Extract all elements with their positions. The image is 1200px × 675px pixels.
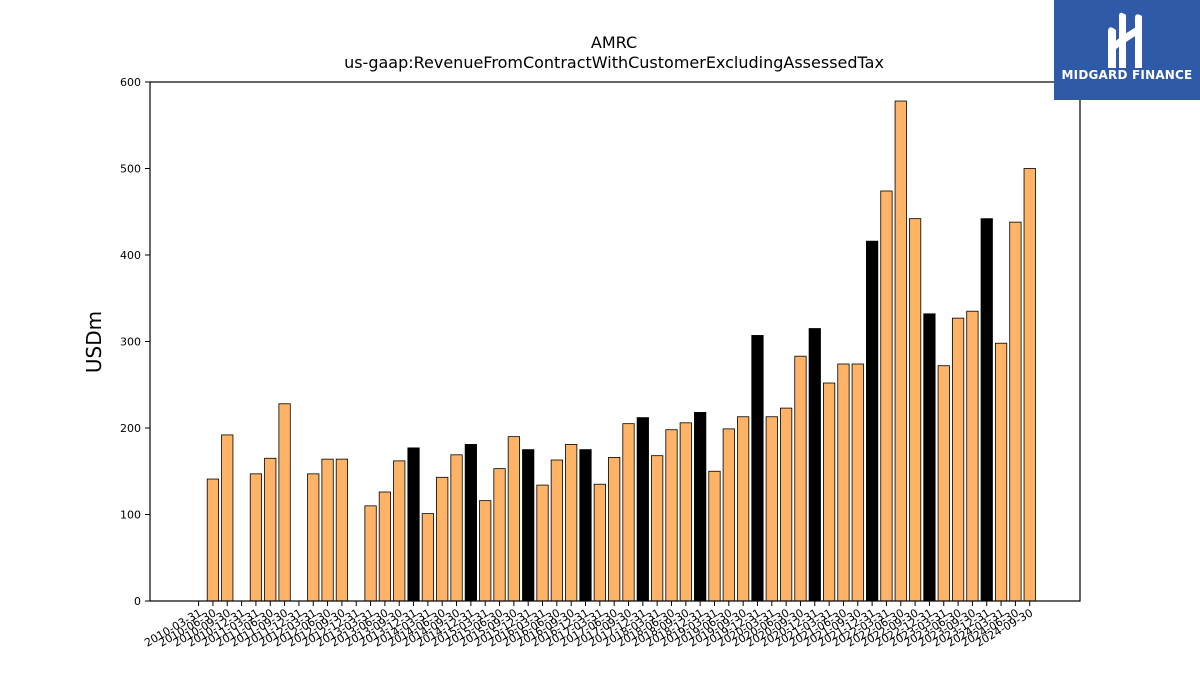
bar-2020-06-30 xyxy=(780,407,793,602)
bar-2013-03-31 xyxy=(364,505,377,602)
bar-2024-09-30 xyxy=(1023,168,1036,602)
midgard-finance-logo: MIDGARD FINANCE xyxy=(1054,0,1200,100)
bar-2020-09-30 xyxy=(794,355,807,602)
bar-2021-06-30 xyxy=(837,363,850,602)
y-axis-ticks: 0 100 200 300 400 500 600 xyxy=(120,76,150,608)
y-tick-label: 0 xyxy=(134,595,141,608)
bar-2010-09-30 xyxy=(221,434,234,602)
bar-2012-03-31 xyxy=(307,473,320,602)
bar-2017-09-30 xyxy=(622,423,635,602)
bar-2023-09-30 xyxy=(966,310,979,602)
y-tick-label: 100 xyxy=(120,509,141,522)
bar-2011-09-30 xyxy=(278,403,291,602)
bar-2023-03-31 xyxy=(937,365,950,602)
bar-2016-03-31 xyxy=(536,484,549,602)
bar-2016-09-30 xyxy=(565,444,578,602)
x-axis-ticks: 2010-03-312010-06-302010-09-302010-12-31… xyxy=(142,601,1035,650)
bar-2022-03-31 xyxy=(880,190,893,602)
bar-2019-06-30 xyxy=(722,428,735,602)
bar-2014-06-30 xyxy=(436,476,449,602)
bar-2020-03-31 xyxy=(765,416,778,602)
bar-2023-12-31 xyxy=(980,218,993,602)
bar-2013-12-31 xyxy=(407,447,420,602)
bar-2014-12-31 xyxy=(464,444,477,602)
bar-2017-03-31 xyxy=(593,483,606,602)
bar-2021-03-31 xyxy=(823,382,836,602)
bar-2018-03-31 xyxy=(651,455,664,602)
bar-2012-09-30 xyxy=(335,458,349,602)
bar-2010-06-30 xyxy=(206,478,220,602)
bar-2018-09-30 xyxy=(679,422,692,602)
bar-2021-09-30 xyxy=(851,363,864,602)
bar-2022-12-31 xyxy=(923,313,936,602)
chart-subtitle: us-gaap:RevenueFromContractWithCustomerE… xyxy=(344,53,884,72)
bar-2014-09-30 xyxy=(450,454,463,602)
bar-2019-12-31 xyxy=(751,335,764,602)
bar-2017-12-31 xyxy=(636,417,649,602)
bar-2016-12-31 xyxy=(579,449,592,602)
bar-2018-12-31 xyxy=(694,412,707,602)
bar-2015-03-31 xyxy=(479,500,492,602)
bar-2019-03-31 xyxy=(708,470,721,602)
midgard-logo-icon xyxy=(1108,12,1142,68)
y-tick-label: 600 xyxy=(120,76,141,89)
bar-2013-06-30 xyxy=(378,491,391,602)
bar-2014-03-31 xyxy=(421,513,434,602)
bar-2016-06-30 xyxy=(550,459,563,602)
bar-2021-12-31 xyxy=(866,240,879,602)
y-tick-label: 300 xyxy=(120,336,141,349)
bar-2011-03-31 xyxy=(249,473,263,602)
bars xyxy=(206,100,1036,602)
y-axis-label: USDm xyxy=(82,311,106,373)
bar-2024-03-31 xyxy=(994,342,1008,602)
bar-2012-06-30 xyxy=(321,458,334,602)
y-tick-label: 400 xyxy=(120,249,141,262)
bar-2015-06-30 xyxy=(493,468,506,602)
bar-2013-09-30 xyxy=(393,460,406,602)
bar-2011-06-30 xyxy=(264,457,277,602)
bar-2019-09-30 xyxy=(737,416,750,602)
bar-2023-06-30 xyxy=(951,317,965,602)
bar-2018-06-30 xyxy=(665,429,678,602)
plot-area-frame xyxy=(149,81,1081,602)
bar-2020-12-31 xyxy=(808,328,821,602)
bar-2024-06-30 xyxy=(1009,221,1022,602)
y-tick-label: 500 xyxy=(120,163,141,176)
y-tick-label: 200 xyxy=(120,422,141,435)
bar-2015-12-31 xyxy=(522,449,535,602)
bar-2015-09-30 xyxy=(507,436,520,602)
logo-text: MIDGARD FINANCE xyxy=(1061,68,1193,82)
chart-title: AMRC xyxy=(591,33,637,52)
bar-2017-06-30 xyxy=(608,457,621,602)
bar-2022-09-30 xyxy=(909,218,922,602)
bar-2022-06-30 xyxy=(894,100,907,602)
